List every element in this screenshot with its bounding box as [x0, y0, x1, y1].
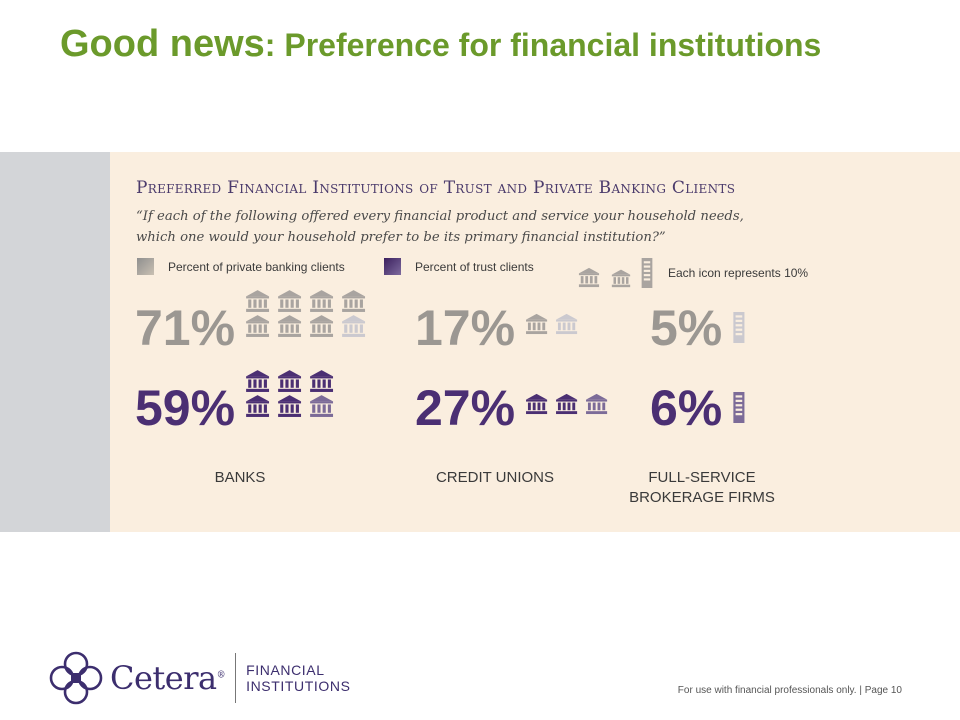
value-label: 6%	[650, 380, 722, 436]
category-label: FULL-SERVICE BROKERAGE FIRMS	[629, 469, 775, 506]
chart-question: “If each of the following offered every …	[136, 209, 744, 245]
footer-note: For use with financial professionals onl…	[677, 685, 902, 696]
value-label: 27%	[415, 380, 515, 436]
legend-icon-label: Each icon represents 10%	[668, 266, 809, 280]
bank-icon	[310, 290, 334, 312]
legend-private-label: Percent of private banking clients	[168, 259, 345, 274]
legend-trust: Percent of trust clients	[384, 258, 534, 275]
legend-trust-swatch	[384, 258, 401, 275]
slide-title-sub: : Preference for financial institutions	[264, 27, 822, 63]
bank-icon	[586, 393, 608, 415]
building-icon	[733, 392, 745, 423]
value-label: 71%	[135, 300, 235, 356]
building-icon	[641, 258, 653, 288]
value-label: 17%	[415, 300, 515, 356]
data-point: 71%	[135, 290, 366, 356]
bank-icon	[278, 290, 302, 312]
logo-sub-line2: INSTITUTIONS	[246, 678, 351, 694]
bank-icon	[611, 269, 631, 288]
logo-registered-mark: ®	[216, 670, 226, 681]
data-point: 5%	[650, 300, 745, 356]
bank-icon	[278, 315, 302, 337]
chart-title: Preferred Financial Institutions of Trus…	[136, 178, 736, 198]
value-label: 5%	[650, 300, 722, 356]
bank-icon	[526, 313, 548, 335]
logo-name: Cetera	[110, 659, 217, 697]
legend-trust-label: Percent of trust clients	[415, 259, 534, 274]
logo-divider	[235, 653, 237, 703]
bank-icon	[246, 315, 270, 337]
bank-icon	[246, 290, 270, 312]
logo-subtitle: FINANCIAL INSTITUTIONS	[246, 662, 350, 694]
logo-wordmark: Cetera®	[110, 659, 226, 697]
bank-icon	[278, 395, 302, 417]
logo-sub-line1: FINANCIAL	[246, 662, 325, 678]
category-label: CREDIT UNIONS	[436, 469, 554, 486]
bank-icon	[246, 395, 270, 417]
bank-icon	[556, 393, 578, 415]
category-label: BANKS	[215, 469, 266, 486]
slide-title-main: Good news	[60, 23, 265, 65]
bank-icon	[246, 370, 270, 392]
value-label: 59%	[135, 380, 235, 436]
legend-icon-samples	[576, 258, 654, 288]
legend-private-swatch	[137, 258, 154, 275]
data-point: 17%	[415, 300, 578, 356]
bank-icon	[310, 315, 334, 337]
bank-icon	[578, 267, 600, 288]
bank-icon	[342, 315, 366, 337]
data-point: 6%	[650, 380, 745, 436]
bank-icon	[310, 395, 334, 417]
pictograph-chart: 71% 17% 5% 59% 27% 6% BANKS CREDIT UNIONS FULL-S…	[135, 290, 775, 506]
bank-icon	[556, 313, 578, 335]
data-point: 27%	[415, 380, 608, 436]
building-icon	[733, 312, 745, 343]
cetera-logo: Cetera® FINANCIAL INSTITUTIONS	[46, 648, 351, 708]
legend-private: Percent of private banking clients	[137, 258, 345, 275]
data-point: 59%	[135, 370, 334, 436]
slide-title: Good news: Preference for financial inst…	[60, 22, 880, 68]
bank-icon	[278, 370, 302, 392]
legend-icon-unit: Each icon represents 10%	[576, 258, 808, 288]
infographic-panel: Preferred Financial Institutions of Trus…	[110, 152, 960, 532]
bank-icon	[342, 290, 366, 312]
cetera-logo-mark-icon	[49, 651, 103, 705]
bank-icon	[526, 393, 548, 415]
side-strip	[0, 152, 110, 532]
bank-icon	[310, 370, 334, 392]
